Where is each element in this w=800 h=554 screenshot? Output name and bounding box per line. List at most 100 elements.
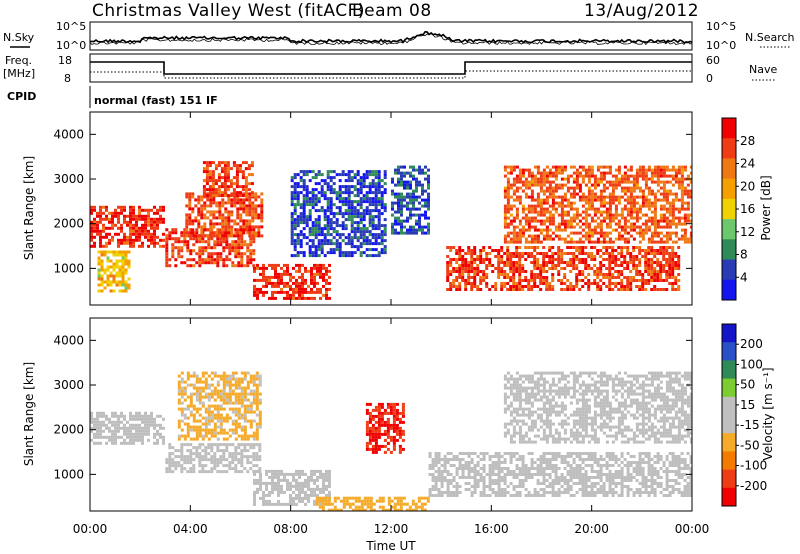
heatmap-cell (593, 195, 597, 199)
heatmap-cell (455, 252, 459, 255)
heatmap-cell (180, 395, 184, 399)
heatmap-cell (408, 505, 412, 509)
heatmap-cell (554, 171, 558, 175)
heatmap-cell (93, 441, 96, 445)
heatmap-cell (554, 228, 558, 232)
heatmap-cell (560, 204, 564, 208)
heatmap-cell (390, 505, 394, 509)
heatmap-cell (680, 237, 684, 241)
heatmap-cell (292, 484, 295, 488)
heatmap-cell (243, 374, 247, 378)
heatmap-cell (338, 179, 342, 183)
heatmap-cell (254, 225, 258, 229)
heatmap-cell (319, 263, 322, 267)
heatmap-cell (159, 238, 162, 242)
heatmap-cell (293, 227, 297, 231)
heatmap-cell (400, 183, 403, 187)
heatmap-cell (665, 222, 669, 226)
heatmap-cell (590, 165, 594, 169)
heatmap-cell (165, 246, 169, 250)
heatmap-cell (362, 182, 366, 186)
heatmap-cell (230, 204, 234, 208)
heatmap-cell (521, 228, 525, 232)
heatmap-cell (341, 191, 345, 195)
heatmap-cell (316, 487, 319, 491)
heatmap-cell (228, 258, 232, 262)
heatmap-cell (234, 240, 238, 244)
heatmap-cell (201, 464, 205, 468)
heatmap-cell (581, 240, 585, 244)
heatmap-cell (533, 177, 537, 181)
heatmap-cell (218, 222, 222, 226)
heatmap-cell (109, 259, 113, 263)
heatmap-cell (406, 183, 409, 187)
heatmap-cell (497, 261, 501, 264)
heatmap-cell (221, 231, 225, 235)
heatmap-cell (536, 252, 540, 255)
heatmap-cell (265, 275, 268, 279)
heatmap-cell (138, 417, 141, 421)
heatmap-cell (512, 219, 516, 223)
heatmap-cell (298, 269, 301, 273)
heatmap-cell (156, 414, 159, 418)
heatmap-cell (127, 277, 131, 281)
heatmap-cell (608, 279, 612, 282)
heatmap-cell (608, 210, 612, 214)
heatmap-cell (353, 173, 357, 177)
heatmap-cell (249, 446, 253, 450)
heatmap-cell (629, 195, 633, 199)
heatmap-cell (527, 195, 531, 199)
heatmap-cell (683, 213, 687, 217)
heatmap-cell (617, 246, 621, 249)
heatmap-cell (295, 284, 298, 288)
heatmap-cell (677, 222, 681, 226)
heatmap-cell (356, 182, 360, 186)
heatmap-cell (626, 282, 630, 285)
heatmap-cell (246, 458, 250, 462)
heatmap-cell (234, 467, 238, 471)
heatmap-cell (326, 215, 330, 219)
heatmap-cell (147, 432, 150, 436)
heatmap-cell (641, 189, 645, 193)
heatmap-cell (608, 252, 612, 255)
freq-tick-top: 18 (58, 54, 72, 67)
heatmap-cell (374, 224, 378, 228)
heatmap-cell (90, 429, 93, 433)
heatmap-cell (225, 437, 229, 441)
heatmap-cell (210, 467, 214, 471)
heatmap-cell (515, 285, 519, 288)
heatmap-cell (141, 429, 144, 433)
heatmap-cell (205, 173, 209, 177)
heatmap-cell (518, 237, 522, 241)
heatmap-cell (629, 258, 633, 261)
heatmap-cell (307, 499, 310, 503)
heatmap-cell (129, 417, 132, 421)
heatmap-cell (350, 209, 354, 213)
heatmap-cell (533, 174, 537, 178)
heatmap-cell (243, 386, 247, 390)
heatmap-cell (96, 223, 99, 227)
heatmap-cell (424, 225, 427, 229)
heatmap-cell (566, 219, 570, 223)
heatmap-cell (347, 209, 351, 213)
heatmap-cell (298, 490, 301, 494)
heatmap-cell (659, 237, 663, 241)
heatmap-cell (608, 168, 612, 172)
heatmap-cell (237, 458, 241, 462)
heatmap-cell (539, 189, 543, 193)
heatmap-cell (584, 264, 588, 267)
heatmap-cell (322, 481, 325, 485)
heatmap-cell (665, 165, 669, 169)
heatmap-cell (329, 185, 333, 189)
heatmap-cell (153, 220, 156, 224)
heatmap-cell (656, 183, 660, 187)
heatmap-cell (180, 255, 184, 259)
heatmap-cell (186, 371, 190, 375)
heatmap-cell (317, 254, 321, 258)
heatmap-cell (341, 200, 345, 204)
heatmap-cell (188, 201, 192, 205)
heatmap-cell (198, 428, 202, 432)
heatmap-cell (521, 267, 525, 270)
heatmap-cell (539, 273, 543, 276)
heatmap-cell (222, 380, 226, 384)
